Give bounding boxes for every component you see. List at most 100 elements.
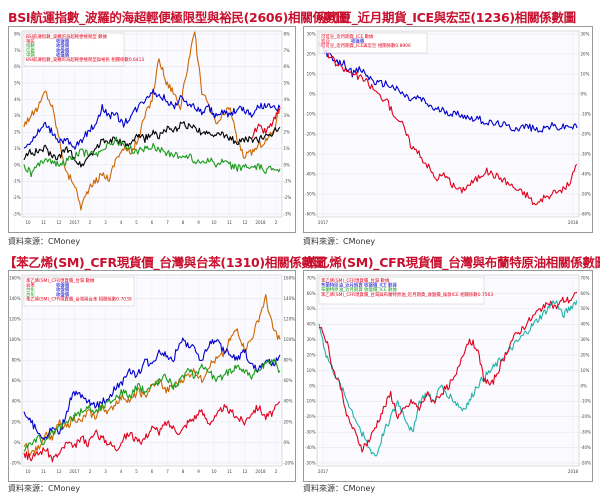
chart-title: BSI航運指數_波羅的海超輕便極限型與裕民(2606)相關係數圖 (8, 10, 350, 25)
y-tick-label: 6% (14, 64, 21, 69)
y-tick-label: 0% (284, 440, 291, 445)
y-tick-label: -30% (581, 430, 592, 435)
y-tick-label: 0% (309, 383, 316, 388)
y-tick-label: 30% (307, 337, 316, 342)
y-tick-label: 40% (581, 322, 590, 327)
legend-entry: 布蘭特原油_近月期貨 收盤價_ICE 數據 (321, 286, 397, 293)
y-tick-label: -10% (581, 399, 592, 404)
x-tick-label: 10 (25, 469, 31, 474)
line-chart: 160% 160%140% 140%120% 120%100% 100%80% 80%60… (9, 274, 296, 474)
chart-panel-sm-taiwan: 【苯乙烯(SM)_CFR現貨價_台灣與台苯(1310)相關係數圖 160% 160… (4, 249, 326, 498)
y-tick-label: 140% (9, 296, 21, 301)
x-tick-label: 8 (182, 220, 185, 225)
y-tick-label: -10% (305, 111, 316, 116)
y-tick-label: 30% (581, 31, 590, 36)
x-tick-label: 12 (242, 220, 248, 225)
x-tick-label: 7 (166, 220, 169, 225)
y-tick-label: 5% (284, 80, 291, 85)
y-tick-label: 60% (12, 378, 21, 383)
y-tick-label: -40% (305, 171, 316, 176)
x-tick-label: 6 (151, 469, 154, 474)
legend-entry: 收盤價 (351, 38, 365, 45)
chart-frame: 70% 70% 60% 60% 50% 50% 40% 40% 30% 30% 20% 20% 10% 1… (303, 270, 593, 482)
y-tick-label: 40% (307, 322, 316, 327)
x-tick-label: 2 (275, 220, 278, 225)
y-tick-label: 120% (9, 317, 21, 322)
x-tick-label: 10 (25, 220, 31, 225)
y-tick-label: 6% (284, 64, 291, 69)
x-tick-label: 10 (211, 220, 217, 225)
y-tick-label: 80% (284, 358, 293, 363)
y-tick-label: -20% (305, 131, 316, 136)
y-tick-label: 10% (307, 71, 316, 76)
y-tick-label: 20% (284, 419, 293, 424)
y-tick-label: 100% (9, 337, 21, 342)
chart-frame: 30% 30% 20% 20% 10% 10% 0% 0% -10% -10% -20% -20% -3… (303, 26, 593, 233)
legend-entry: 收盤價 (56, 38, 70, 45)
legend-box (318, 276, 485, 305)
y-tick-label: -50% (581, 460, 592, 465)
legend-entry: 收盤價 (56, 47, 70, 54)
legend-entry: 可可豆_近月期貨_ICE 數據 (321, 33, 374, 40)
legend-entry: BSI航運指數_波羅的海超輕便極限型 數據 (26, 33, 107, 40)
chart-title: 【苯乙烯(SM)_CFR現貨價_台灣與台苯(1310)相關係數圖 (4, 255, 326, 270)
y-tick-label: 0% (581, 383, 588, 388)
y-tick-label: 20% (581, 352, 590, 357)
y-tick-label: 160% (9, 275, 21, 280)
y-tick-label: 70% (307, 275, 316, 280)
x-tick-label: 10 (211, 469, 217, 474)
legend-entry: 苯乙烯(SM)_CFR現貨價_台灣 數據 (321, 277, 390, 284)
legend-entry: 台化 (26, 291, 35, 298)
y-tick-label: 140% (284, 296, 296, 301)
y-tick-label: -10% (305, 399, 316, 404)
chart-title: 苯乙烯(SM)_CFR現貨價_台灣與布蘭特原油相關係數圖 (305, 255, 600, 270)
y-tick-label: 20% (581, 51, 590, 56)
y-tick-label: 0% (309, 91, 316, 96)
y-tick-label: 40% (284, 399, 293, 404)
plot-area (316, 30, 580, 218)
y-tick-label: -20% (10, 460, 21, 465)
series-line (318, 42, 578, 133)
legend-entry: 收盤價 (56, 291, 70, 298)
y-tick-label: 5% (14, 80, 21, 85)
y-tick-label: 70% (581, 275, 590, 280)
y-tick-label: 100% (284, 337, 296, 342)
y-tick-label: -20% (284, 460, 295, 465)
y-tick-label: 50% (581, 306, 590, 311)
legend-entry: BSI航運指數_波羅的海超輕便極限型與裕民 相關係數0.6413 (26, 56, 144, 63)
legend-entry: 可可豆_近月期貨_ICE與宏亞 相關係數0.8906 (321, 42, 411, 49)
source-note: 資料來源：CMoney (303, 237, 376, 246)
chart-panel-sm-brent: 苯乙烯(SM)_CFR現貨價_台灣與布蘭特原油相關係數圖 70% 70% 60% 60… (303, 249, 600, 498)
series-line (23, 121, 281, 168)
y-tick-label: -50% (305, 191, 316, 196)
legend-entry: 苯乙烯(SM)_CFR現貨價_台灣與台苯 相關係數0.7039 (26, 295, 132, 302)
line-chart: 8% 8% 7% 7% 6% 6% 5% 5% 4% 4% 3% 3% 2% 2% 1% 1% 0% 0% -1% -… (13, 30, 292, 225)
legend-entry: 收盤價 (56, 51, 70, 58)
y-tick-label: 10% (581, 71, 590, 76)
y-tick-label: -1% (13, 179, 21, 184)
line-chart: 30% 30% 20% 20% 10% 10% 0% 0% -10% -10% -20% -20% -3… (305, 30, 592, 225)
y-tick-label: -40% (581, 171, 592, 176)
legend-entry: 苯乙烯(SM)_CFR現貨價_台灣 數據 (26, 277, 95, 284)
legend-box (23, 32, 125, 67)
x-tick-label: 9 (197, 220, 200, 225)
x-tick-label: 7 (166, 469, 169, 474)
y-tick-label: 30% (307, 31, 316, 36)
y-tick-label: 20% (307, 51, 316, 56)
x-tick-label: 11 (227, 469, 233, 474)
y-tick-label: 10% (581, 368, 590, 373)
series-line (23, 358, 281, 452)
y-tick-label: 8% (284, 31, 291, 36)
x-tick-label: 2018 (568, 469, 579, 474)
y-tick-label: 7% (284, 48, 291, 53)
y-tick-label: 40% (12, 399, 21, 404)
x-tick-label: 11 (227, 220, 233, 225)
y-tick-label: 7% (14, 48, 21, 53)
y-tick-label: -10% (581, 111, 592, 116)
legend-entry: 收盤價 (56, 282, 70, 289)
y-tick-label: -50% (305, 460, 316, 465)
y-tick-label: -2% (284, 195, 292, 200)
series-line (23, 31, 281, 211)
legend-entry: 台化 (26, 286, 35, 293)
y-tick-label: -3% (13, 211, 21, 216)
